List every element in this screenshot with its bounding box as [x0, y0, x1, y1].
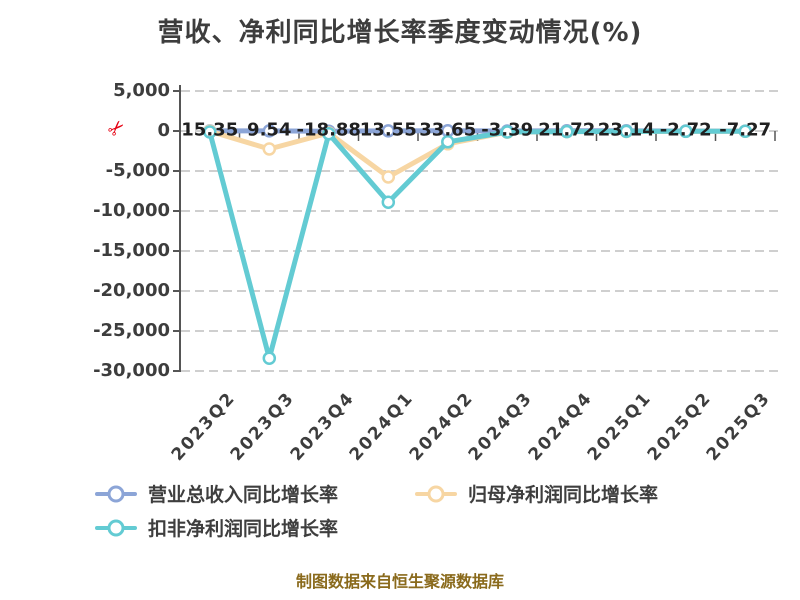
- data-point-marker[interactable]: [322, 127, 336, 141]
- data-point-marker[interactable]: [262, 351, 277, 365]
- chart-title: 营收、净利同比增长率季度变动情况(%): [157, 18, 643, 48]
- data-point-marker[interactable]: [619, 124, 634, 139]
- legend-line-marker-icon: [95, 485, 137, 502]
- data-point-marker[interactable]: [679, 124, 693, 139]
- data-point-marker[interactable]: [441, 123, 455, 138]
- legend-item-non-gaap-profit-growth[interactable]: 扣非净利润同比增长率: [95, 514, 338, 541]
- legend-ring-icon: [107, 485, 125, 502]
- data-point-marker[interactable]: [500, 125, 515, 139]
- data-source-note: 制图数据来自恒生聚源数据库: [295, 572, 504, 591]
- data-point-marker[interactable]: [441, 135, 455, 149]
- data-point-marker[interactable]: [560, 124, 574, 139]
- legend-item-revenue-growth[interactable]: 营业总收入同比增长率: [95, 480, 338, 507]
- legend-line-marker-icon: [415, 485, 457, 502]
- data-point-marker[interactable]: [262, 124, 277, 138]
- legend-ring-icon: [107, 519, 125, 536]
- legend-label: 扣非净利润同比增长率: [148, 518, 339, 540]
- data-point-marker[interactable]: [262, 142, 277, 156]
- legend-label: 营业总收入同比增长率: [148, 484, 339, 506]
- data-point-marker[interactable]: [203, 125, 217, 139]
- legend-label: 归母净利润同比增长率: [468, 484, 659, 506]
- legend-line-marker-icon: [95, 519, 137, 536]
- legend-ring-icon: [427, 485, 445, 502]
- legend-item-net-profit-growth[interactable]: 归母净利润同比增长率: [415, 480, 658, 507]
- data-point-marker[interactable]: [381, 124, 396, 138]
- data-point-marker[interactable]: [738, 124, 753, 138]
- data-point-marker[interactable]: [381, 170, 396, 184]
- data-point-marker[interactable]: [381, 195, 396, 209]
- series-line-2[interactable]: [207, 128, 748, 361]
